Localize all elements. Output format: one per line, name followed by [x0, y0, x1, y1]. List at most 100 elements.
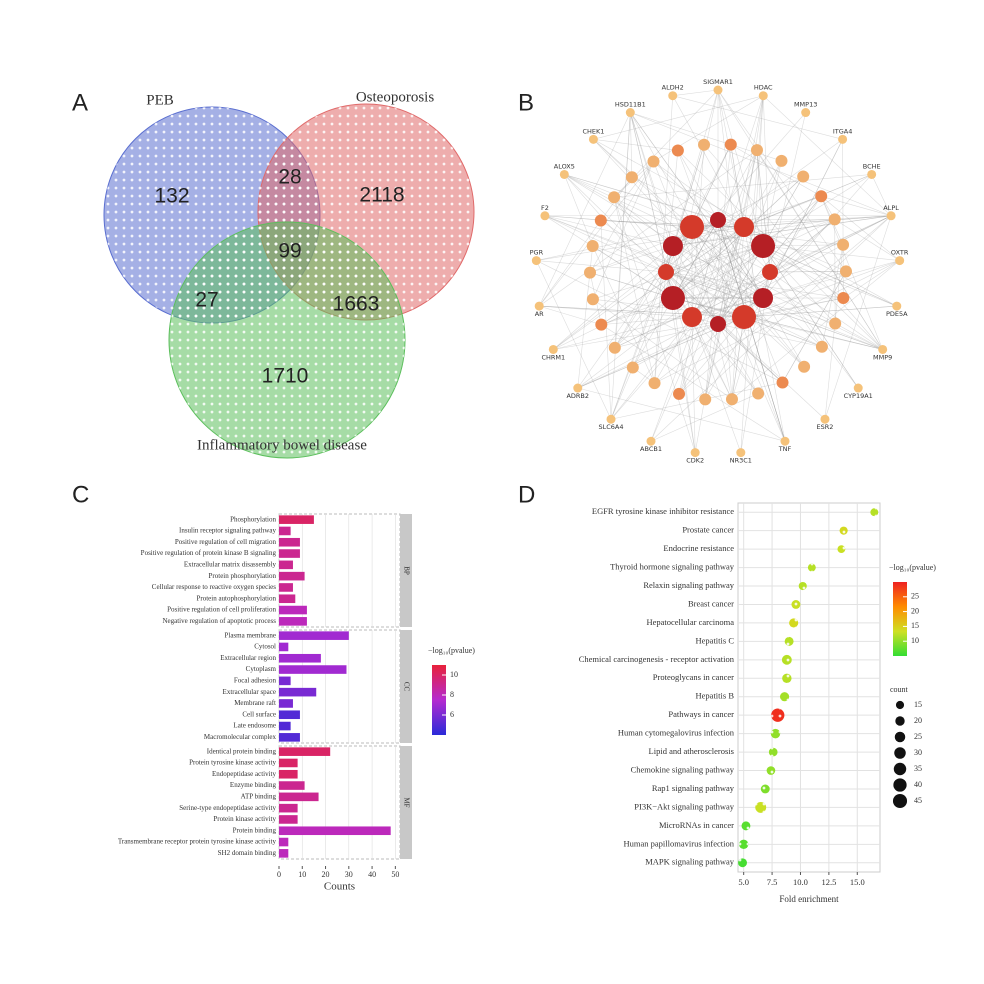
edge: [672, 245, 693, 318]
node-label: ADRB2: [566, 392, 589, 400]
node-label: HSD11B1: [615, 101, 646, 109]
category-label: Hepatitis C: [696, 635, 735, 645]
edge: [691, 226, 805, 367]
node: [548, 344, 558, 354]
edge: [630, 112, 764, 299]
edge: [614, 174, 872, 198]
edge: [592, 245, 655, 384]
node: [867, 169, 877, 179]
x-tick-label: 0: [277, 870, 281, 879]
node-label: MMP9: [873, 353, 892, 361]
category-label: Hepatocellular carcinoma: [646, 617, 734, 627]
edge: [544, 215, 674, 299]
bar: [279, 710, 300, 720]
edge: [592, 298, 733, 400]
edge: [665, 112, 806, 273]
node: [699, 393, 712, 406]
node: [573, 383, 583, 393]
edge: [717, 219, 786, 442]
region-count: 132: [154, 185, 189, 208]
edge: [691, 317, 696, 453]
category-label: Extracellular space: [223, 688, 276, 696]
facet-strip: [400, 746, 412, 859]
edge: [650, 226, 745, 442]
facet-panel: [278, 745, 401, 860]
edge: [762, 176, 804, 247]
edge: [592, 245, 764, 300]
node: [626, 361, 639, 374]
edge: [538, 112, 631, 307]
edge: [601, 271, 771, 325]
node-label: CDK2: [686, 457, 704, 465]
node: [698, 138, 711, 151]
edge: [691, 316, 733, 400]
category-label: Breast cancer: [688, 598, 734, 608]
edge: [717, 95, 764, 325]
node: [713, 85, 723, 95]
bar: [279, 826, 391, 836]
edge: [538, 161, 654, 307]
edge: [630, 112, 892, 217]
node: [736, 448, 746, 458]
category-label: Thyroid hormone signaling pathway: [610, 562, 735, 572]
edge: [762, 245, 844, 299]
x-tick-label: 7.5: [767, 877, 778, 887]
x-tick-label: 40: [368, 870, 376, 879]
edge: [536, 260, 667, 273]
facet-strip: [400, 630, 412, 743]
venn-dots: [169, 222, 405, 458]
bar: [279, 526, 291, 536]
edge: [564, 174, 764, 299]
edge: [665, 271, 883, 350]
edge: [717, 219, 783, 383]
category-label: MAPK signaling pathway: [645, 857, 735, 867]
edge: [704, 226, 745, 400]
edge: [654, 95, 674, 384]
edge: [763, 245, 900, 261]
edge: [717, 323, 783, 383]
edge: [672, 226, 745, 299]
size-key-label: 40: [914, 780, 922, 789]
dot-pattern: [741, 821, 751, 831]
bar: [279, 803, 298, 813]
node: [588, 134, 598, 144]
dot-pattern: [839, 526, 848, 535]
dot-pattern: [784, 636, 794, 646]
node-label: ALDH2: [662, 84, 684, 92]
bar: [279, 653, 321, 663]
edge: [743, 195, 822, 228]
edge: [672, 245, 719, 325]
edge: [610, 112, 631, 420]
edge: [544, 215, 883, 350]
hub-node: [732, 305, 756, 330]
dot-pattern: [770, 728, 781, 739]
hub-node: [751, 234, 776, 258]
x-tick-label: 20: [322, 870, 330, 879]
node: [531, 256, 541, 266]
category-label: Insulin receptor signaling pathway: [179, 527, 277, 535]
edge: [691, 226, 733, 400]
node-label: CHEK1: [582, 127, 604, 135]
edge: [769, 271, 883, 350]
edge: [672, 297, 696, 453]
plot-area: [737, 502, 881, 873]
node: [829, 317, 842, 330]
node: [780, 436, 790, 446]
edge: [614, 245, 674, 348]
node-label: OXTR: [891, 249, 909, 257]
edge: [564, 174, 593, 247]
edge: [763, 244, 844, 247]
edge: [824, 215, 892, 420]
facet-panel: [278, 629, 401, 744]
edge: [539, 305, 602, 325]
edge: [717, 196, 822, 325]
set-label: Osteoporosis: [356, 89, 434, 105]
colorbar-tick-label: 10: [450, 670, 458, 679]
edge: [756, 149, 883, 350]
node: [725, 393, 738, 406]
edge: [762, 174, 872, 299]
edge: [743, 215, 892, 228]
category-label: Phosphorylation: [230, 515, 276, 523]
edge: [743, 174, 872, 228]
edge: [630, 112, 693, 318]
